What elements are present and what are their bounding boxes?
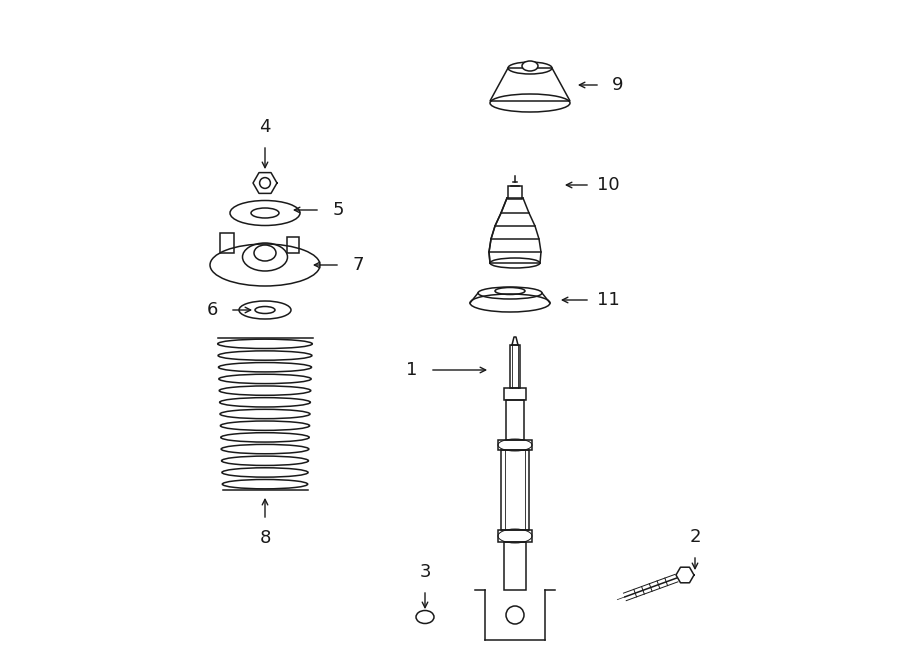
Text: 8: 8 <box>259 529 271 547</box>
Text: 11: 11 <box>597 291 619 309</box>
Bar <box>287 237 299 253</box>
Text: 3: 3 <box>419 563 431 581</box>
Bar <box>498 530 532 542</box>
Text: 10: 10 <box>597 176 619 194</box>
Bar <box>508 186 522 199</box>
Text: 1: 1 <box>406 361 418 379</box>
Bar <box>504 388 526 400</box>
Text: 5: 5 <box>332 201 344 219</box>
Bar <box>220 233 234 253</box>
Text: 7: 7 <box>352 256 364 274</box>
Text: 2: 2 <box>689 528 701 546</box>
Bar <box>501 450 529 530</box>
Ellipse shape <box>522 61 538 71</box>
Text: 6: 6 <box>206 301 218 319</box>
Bar <box>498 440 532 450</box>
Bar <box>504 542 526 590</box>
Text: 4: 4 <box>259 118 271 136</box>
Bar <box>510 345 520 388</box>
Bar <box>506 400 524 440</box>
Text: 9: 9 <box>612 76 624 94</box>
